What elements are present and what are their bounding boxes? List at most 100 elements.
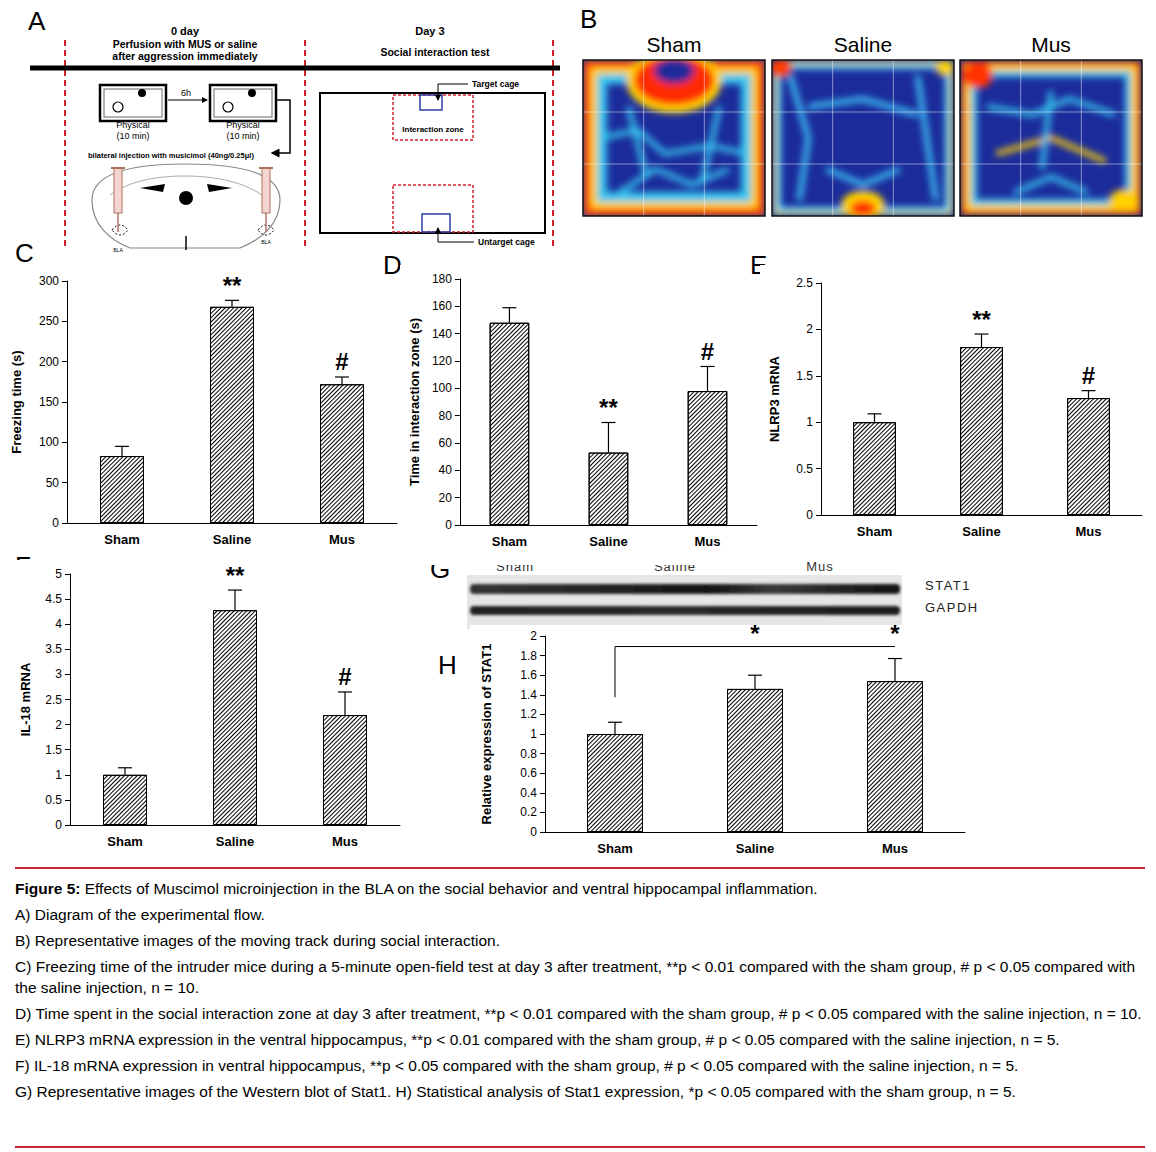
svg-text:after aggression immediately: after aggression immediately [112,50,257,62]
html-text:A: A [28,6,46,36]
svg-text:2: 2 [530,629,537,643]
svg-text:Day 3: Day 3 [415,25,444,37]
svg-text:5: 5 [55,567,62,581]
svg-text:0.6: 0.6 [520,766,537,780]
svg-text:#: # [701,338,714,365]
svg-text:0.5: 0.5 [796,462,813,476]
svg-text:160: 160 [432,299,452,313]
svg-text:0.2: 0.2 [520,805,537,819]
svg-text:250: 250 [39,314,59,328]
svg-text:2: 2 [806,322,813,336]
html-text:D: D [383,250,402,280]
svg-text:Mus: Mus [329,532,355,547]
svg-text:50: 50 [46,476,60,490]
svg-text:*: * [890,625,900,647]
svg-text:Sham: Sham [597,841,632,856]
svg-text:Saline: Saline [834,33,892,56]
svg-text:100: 100 [432,381,452,395]
svg-text:1.4: 1.4 [520,688,537,702]
svg-text:#: # [335,348,348,375]
svg-text:180: 180 [432,272,452,286]
svg-text:2: 2 [55,718,62,732]
svg-text:Saline: Saline [213,532,251,547]
svg-text:IL-18 mRNA: IL-18 mRNA [18,662,33,736]
svg-text:1.6: 1.6 [520,668,537,682]
svg-text:200: 200 [39,355,59,369]
svg-text:**: ** [599,394,618,421]
svg-text:*: * [750,625,760,647]
svg-text:**: ** [226,562,245,589]
svg-text:1.5: 1.5 [45,743,62,757]
svg-text:Physical: Physical [226,120,260,130]
svg-text:0.8: 0.8 [520,747,537,761]
svg-text:1.2: 1.2 [520,707,537,721]
svg-text:Interaction zone: Interaction zone [402,125,464,134]
svg-text:Mus: Mus [1076,524,1102,539]
svg-text:**: ** [972,306,991,333]
svg-text:Sham: Sham [857,524,892,539]
svg-text:2.5: 2.5 [796,276,813,290]
svg-text:40: 40 [439,463,453,477]
svg-text:6h: 6h [181,88,191,98]
svg-text:Mus: Mus [882,841,908,856]
svg-text:0: 0 [445,518,452,532]
svg-text:Physical: Physical [116,120,150,130]
svg-text:Freezing time (s): Freezing time (s) [9,350,24,453]
svg-text:Perfusion with MUS or saline: Perfusion with MUS or saline [113,38,258,50]
svg-text:Untarget cage: Untarget cage [478,237,535,247]
svg-text:0.5: 0.5 [45,793,62,807]
svg-text:Mus: Mus [1031,33,1071,56]
svg-text:#: # [338,663,351,690]
svg-text:3: 3 [55,667,62,681]
html-text:C) Freezing time of the intrud: C) Freezing time of the intruder mice du… [15,958,1135,996]
svg-text:100: 100 [39,435,59,449]
svg-text:3.5: 3.5 [45,642,62,656]
svg-text:80: 80 [439,409,453,423]
svg-text:bilateral injection with music: bilateral injection with musicimol (40ng… [88,151,254,160]
svg-text:Mus: Mus [332,834,358,849]
svg-text:4.5: 4.5 [45,592,62,606]
svg-text:Social interaction test: Social interaction test [380,46,490,58]
svg-text:Sham: Sham [104,532,139,547]
svg-text:Saline: Saline [589,534,627,549]
svg-text:**: ** [223,272,242,299]
svg-text:4: 4 [55,617,62,631]
svg-text:1: 1 [806,415,813,429]
svg-text:150: 150 [39,395,59,409]
svg-text:Sham: Sham [107,834,142,849]
html-text:G: G [430,554,451,584]
svg-text:Relative expression of STAT1: Relative expression of STAT1 [479,644,494,825]
html-text:C: C [15,238,34,268]
svg-text:Target cage: Target cage [472,79,519,89]
svg-text:Sham: Sham [492,534,527,549]
svg-text:0: 0 [806,508,813,522]
svg-text:0.4: 0.4 [520,786,537,800]
svg-text:BLA: BLA [113,247,123,253]
svg-text:0 day: 0 day [171,25,200,37]
svg-text:60: 60 [439,436,453,450]
svg-text:NLRP3 mRNA: NLRP3 mRNA [767,355,782,442]
svg-text:Saline: Saline [736,841,774,856]
svg-text:#: # [1082,362,1095,389]
svg-text:0: 0 [52,516,59,530]
svg-text:(10 min): (10 min) [226,131,259,141]
html-text:H: H [438,650,457,680]
svg-text:140: 140 [432,327,452,341]
svg-text:(10 min): (10 min) [116,131,149,141]
svg-text:2.5: 2.5 [45,693,62,707]
svg-text:1.5: 1.5 [796,369,813,383]
svg-text:1: 1 [530,727,537,741]
svg-text:20: 20 [439,491,453,505]
svg-text:1: 1 [55,768,62,782]
svg-text:0: 0 [55,818,62,832]
svg-text:Saline: Saline [216,834,254,849]
svg-text:Sham: Sham [647,33,702,56]
svg-text:0: 0 [530,825,537,839]
svg-text:Time in interaction zone (s): Time in interaction zone (s) [407,318,422,486]
svg-text:1.8: 1.8 [520,649,537,663]
svg-text:120: 120 [432,354,452,368]
svg-text:Saline: Saline [962,524,1000,539]
svg-text:BLA: BLA [261,239,271,245]
svg-text:300: 300 [39,274,59,288]
svg-text:Mus: Mus [694,534,720,549]
